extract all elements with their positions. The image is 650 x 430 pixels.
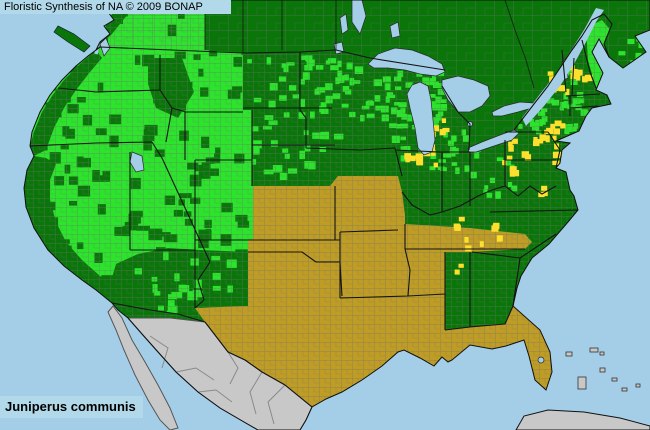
baja-peninsula: [107, 305, 179, 430]
us-mexico-border: [111, 302, 313, 408]
species-label: Juniperus communis: [0, 396, 143, 418]
borders: [23, 0, 650, 430]
lake-of-the-woods: [333, 41, 345, 55]
lake-okeechobee: [537, 356, 545, 364]
lake-huron: [441, 75, 491, 113]
state-lines: [29, 39, 601, 331]
canada-province-lines: [204, 0, 535, 89]
bahamas-islands: [565, 347, 641, 392]
lake-manitoba: [339, 13, 349, 35]
lake-nipigon: [389, 21, 401, 39]
region-cuba: [515, 409, 650, 430]
lake-erie: [467, 129, 520, 153]
lake-superior: [367, 47, 446, 77]
st-lawrence-river: [522, 8, 604, 126]
lake-winnipeg: [351, 0, 367, 35]
lakes: [99, 0, 604, 364]
vancouver-island: [53, 25, 91, 53]
map-title: Floristic Synthesis of NA © 2009 BONAP: [0, 0, 231, 14]
